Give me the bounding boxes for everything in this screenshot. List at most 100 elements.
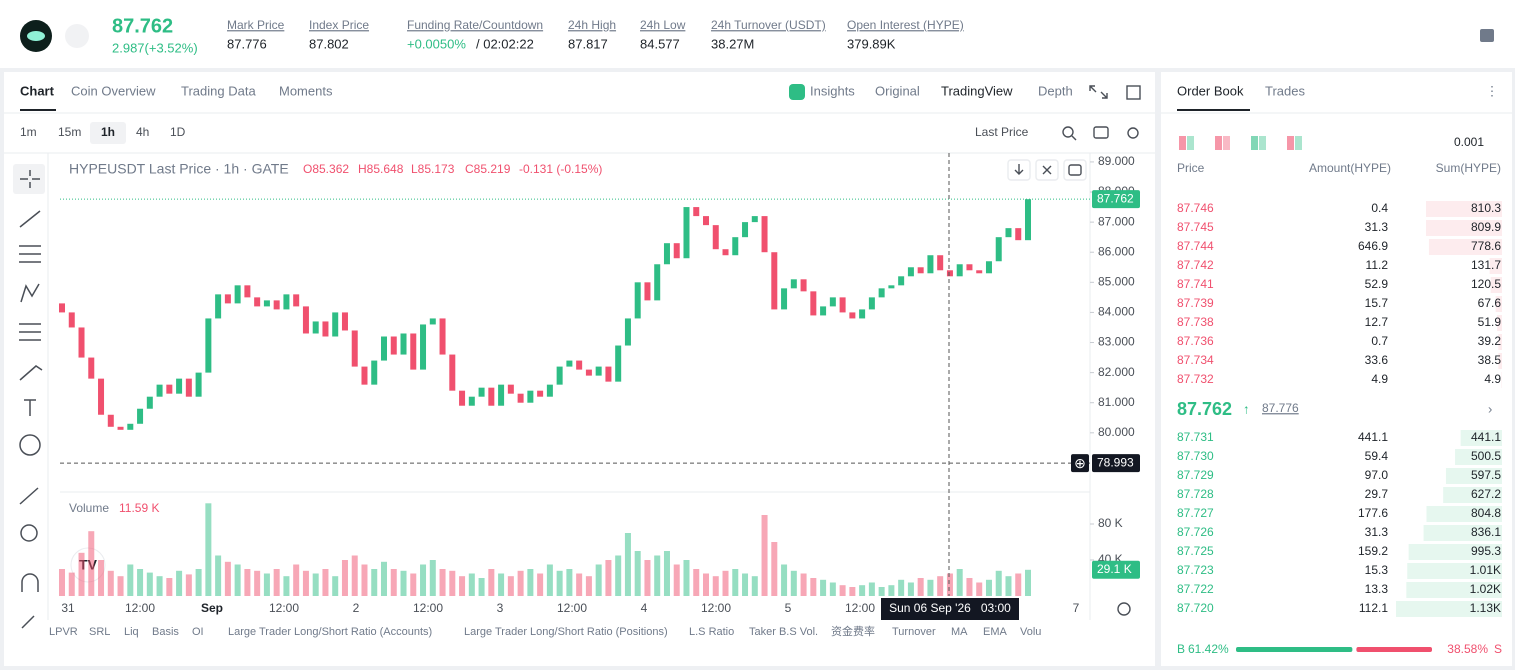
depth-bar [1445,468,1502,484]
ob-view[interactable] [1295,136,1302,150]
ob-price: 87.722 [1177,582,1214,596]
drawing-tools[interactable] [19,170,43,629]
volume-bar [361,564,368,596]
interval[interactable]: 1h [101,125,115,139]
depth-bar [1489,258,1502,274]
tab[interactable]: Trading Data [181,83,256,98]
candle [429,318,436,325]
volume-bar [273,569,280,596]
ob-price: 87.725 [1177,544,1214,558]
ob-view[interactable] [1179,136,1186,150]
indicator-tab[interactable]: Large Trader Long/Short Ratio (Positions… [464,626,668,638]
ob-price: 87.720 [1177,601,1214,615]
ob-tab[interactable]: Order Book [1177,83,1244,98]
chart-controls[interactable] [1007,85,1141,616]
volume-bar [985,579,992,596]
x-tick-label: 12:00 [269,601,299,615]
volume-bar [166,578,173,596]
stat-label: 24h Turnover (USDT) [711,18,826,32]
candle [654,264,661,301]
candle [898,276,905,286]
volume-bar [59,569,65,596]
indicator-tab[interactable]: OI [192,626,204,638]
indicator-tab[interactable]: Turnover [892,626,936,638]
volume-bar [263,573,270,596]
crosshair-time-tag [881,598,1019,620]
candle [683,207,690,259]
volume-bar [341,560,348,596]
x-tick-label: 4 [641,601,648,615]
ob-sum: 500.5 [1471,449,1501,463]
crosshair-plus-icon: ⊕ [1074,455,1086,471]
ob-amount: 33.6 [1365,353,1389,367]
candle [966,264,973,271]
ob-view[interactable] [1187,136,1194,150]
interval[interactable]: 4h [136,125,149,139]
volume-bar [644,560,651,596]
volume-tick-label: 80 K [1098,516,1123,530]
volume-bar [215,555,222,596]
ob-tab[interactable]: Trades [1265,83,1305,98]
volume-bar [302,570,309,596]
volume-bar [400,570,407,596]
indicator-tab[interactable]: MA [951,626,968,638]
candle [254,297,261,307]
volume-bar [995,570,1002,596]
tab[interactable]: Moments [279,83,333,98]
ob-price: 87.734 [1177,353,1214,367]
ob-amount: 112.1 [1359,601,1388,615]
ob-amount: 13.3 [1365,582,1389,596]
indicator-tab[interactable]: Basis [152,626,179,638]
candle [605,366,612,382]
volume-bar [732,569,739,596]
ob-view[interactable] [1287,136,1294,150]
indicator-tab[interactable]: Liq [124,626,139,638]
volume-bar [1015,573,1022,596]
indicator-tab[interactable]: LPVR [49,626,78,638]
view-tab[interactable]: Original [875,83,920,98]
precision[interactable]: 0.001 [1454,135,1484,149]
candle [751,216,758,223]
candle [820,306,827,316]
ob-view[interactable] [1259,136,1266,150]
tab[interactable]: Coin Overview [71,83,156,98]
indicator-tab[interactable]: 资金费率 [831,624,875,638]
volume-bar [390,569,397,596]
candle [917,267,924,274]
view-tab[interactable]: Insights [810,83,855,98]
x-tick-label: 12:00 [701,601,731,615]
volume-bar [429,560,436,596]
favorite[interactable] [65,24,89,48]
interval[interactable]: 15m [58,125,81,139]
more[interactable]: ⋮ [1486,83,1499,98]
indicator-tab[interactable]: SRL [89,626,110,638]
volume-bar [927,579,934,596]
ob-view[interactable] [1223,136,1230,150]
icon[interactable] [1480,29,1494,42]
volume-bar [859,585,866,596]
ob-price: 87.726 [1177,525,1214,539]
tab[interactable]: Chart [20,83,55,98]
ob-amount: 441.1 [1358,430,1388,444]
ob-view[interactable] [1251,136,1258,150]
ob-amount: 52.9 [1365,277,1389,291]
view-tab[interactable]: TradingView [941,83,1013,98]
ob-view[interactable] [1215,136,1222,150]
expand[interactable]: › [1488,401,1492,416]
price-type[interactable]: Last Price [975,125,1029,139]
indicator-tab[interactable]: L.S Ratio [689,626,734,638]
volume-bar [293,564,300,596]
interval[interactable]: 1m [20,125,37,139]
volume-bar [439,569,446,596]
candle [995,237,1002,262]
indicator-tab[interactable]: EMA [983,626,1008,638]
interval[interactable]: 1D [170,125,186,139]
view-tab[interactable]: Depth [1038,83,1073,98]
ob-sum: 1.02K [1470,582,1501,596]
volume-bar [322,569,329,596]
indicator-tab[interactable]: Large Trader Long/Short Ratio (Accounts) [228,626,432,638]
indicator-tab[interactable]: Volu [1020,626,1041,638]
indicator-tab[interactable]: Taker B.S Vol. [749,626,818,638]
ohlc: H85.648 [358,162,404,176]
